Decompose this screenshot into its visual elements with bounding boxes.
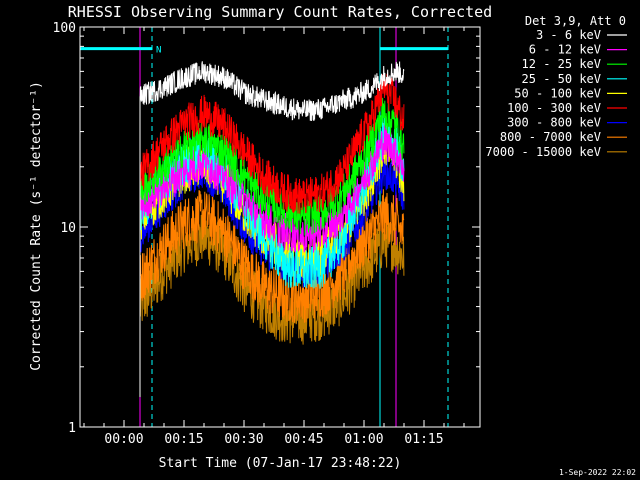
legend-label: 6 - 12 keV bbox=[529, 43, 601, 57]
y-tick-label: 1 bbox=[68, 421, 76, 436]
legend-label: 25 - 50 keV bbox=[522, 72, 601, 86]
x-tick-label: 01:15 bbox=[404, 432, 443, 447]
x-tick-label: 00:30 bbox=[224, 432, 263, 447]
legend-label: 300 - 800 keV bbox=[507, 116, 601, 130]
chart-title: RHESSI Observing Summary Count Rates, Co… bbox=[68, 3, 492, 21]
legend-label: 12 - 25 keV bbox=[522, 57, 601, 71]
series-3-6-kevline bbox=[139, 61, 405, 122]
x-axis-label: Start Time (07-Jan-17 23:48:22) bbox=[159, 456, 402, 471]
series-800-7000-kevline bbox=[139, 189, 405, 323]
y-tick-label: 10 bbox=[60, 221, 76, 236]
footer-timestamp: 1-Sep-2022 22:02 bbox=[559, 468, 636, 477]
series-6-12-kevline bbox=[139, 124, 405, 253]
y-tick-label: 100 bbox=[53, 21, 76, 36]
interval-bar-label: N bbox=[156, 46, 161, 56]
legend-title: Det 3,9, Att 0 bbox=[525, 14, 626, 28]
y-axis-label: Corrected Count Rate (s⁻¹ detector⁻¹) bbox=[29, 81, 44, 371]
x-tick-label: 01:00 bbox=[344, 432, 383, 447]
series-100-300-kevline bbox=[139, 73, 405, 214]
legend-label: 100 - 300 keV bbox=[507, 101, 601, 115]
legend-label: 50 - 100 keV bbox=[514, 86, 601, 100]
x-tick-label: 00:45 bbox=[284, 432, 323, 447]
x-tick-label: 00:00 bbox=[104, 432, 143, 447]
legend-label: 3 - 6 keV bbox=[536, 28, 601, 42]
legend-label: 7000 - 15000 keV bbox=[485, 145, 601, 159]
x-tick-label: 00:15 bbox=[164, 432, 203, 447]
legend-label: 800 - 7000 keV bbox=[500, 130, 601, 144]
